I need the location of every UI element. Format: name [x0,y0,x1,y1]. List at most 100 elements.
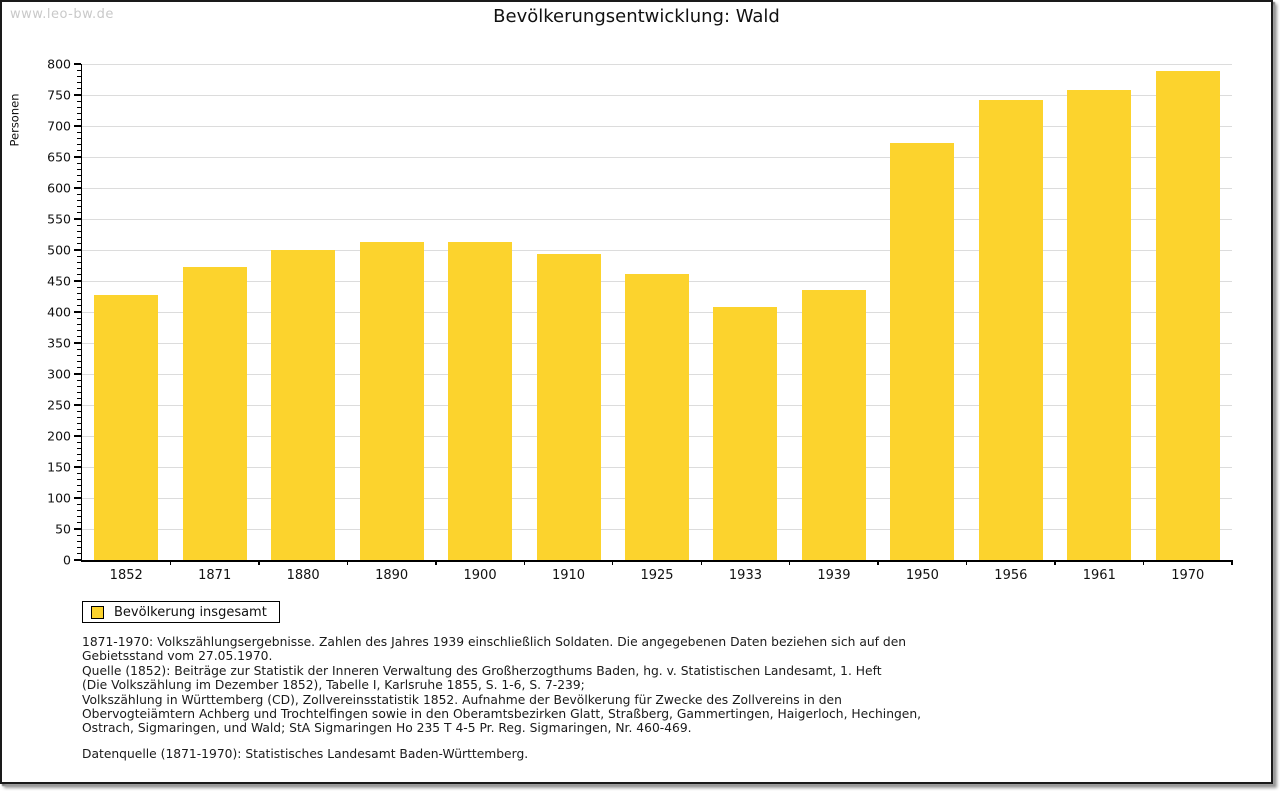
x-boundary-tick [1142,560,1145,565]
x-boundary-tick [169,560,172,565]
y-tick-minor [76,119,81,121]
y-tick-minor [76,150,81,152]
y-tick-label-400: 400 [47,304,71,320]
y-tick-major-200 [73,435,81,437]
y-tick-minor [76,547,81,549]
y-tick-minor [76,367,81,369]
footnote-line-7: Ostrach, Sigmaringen, und Wald; StA Sigm… [82,721,692,736]
y-tick-minor [76,82,81,84]
y-tick-minor [76,540,81,542]
y-tick-minor [76,361,81,363]
y-tick-minor [76,534,81,536]
x-tick-label-1852: 1852 [109,568,143,583]
bar-1961 [1067,90,1132,560]
x-tick-label-1925: 1925 [640,568,674,583]
y-tick-minor [76,100,81,102]
y-tick-major-550 [73,218,81,220]
y-tick-major-450 [73,280,81,282]
footnote-line-6: Obervogteiämtern Achberg und Trochtelfin… [82,707,922,722]
y-tick-minor [76,522,81,524]
gridline-650 [82,157,1232,158]
y-tick-label-650: 650 [47,149,71,165]
y-tick-minor [76,212,81,214]
y-tick-label-50: 50 [55,521,71,537]
y-tick-minor [76,175,81,177]
x-boundary-tick [346,560,349,565]
x-boundary-tick [1054,560,1056,565]
bar-1852 [94,294,159,560]
y-tick-major-0 [73,559,81,561]
y-tick-minor [76,348,81,350]
y-tick-minor [76,410,81,412]
footnote-line-5: Volkszählung in Württemberg (CD), Zollve… [82,692,842,707]
y-tick-minor [76,274,81,276]
y-tick-minor [76,75,81,77]
y-tick-major-750 [73,94,81,96]
y-tick-minor [76,299,81,301]
x-tick-label-1970: 1970 [1171,568,1205,583]
bar-1900 [448,241,513,560]
y-tick-major-500 [73,249,81,251]
y-tick-minor [76,509,81,511]
gridline-500 [82,250,1232,251]
y-tick-label-550: 550 [47,211,71,227]
y-tick-minor [76,206,81,208]
x-tick-label-1933: 1933 [728,568,762,583]
y-tick-minor [76,379,81,381]
y-tick-major-350 [73,342,81,344]
y-tick-minor [76,416,81,418]
y-tick-minor [76,336,81,338]
y-tick-minor [76,243,81,245]
chart-legend: Bevölkerung insgesamt [82,601,280,623]
x-boundary-tick [788,560,791,565]
y-tick-minor [76,392,81,394]
y-tick-minor [76,317,81,319]
y-tick-minor [76,485,81,487]
y-tick-major-400 [73,311,81,313]
y-tick-minor [76,230,81,232]
y-tick-minor [76,398,81,400]
gridline-550 [82,219,1232,220]
y-tick-major-100 [73,497,81,499]
y-tick-minor [76,472,81,474]
x-boundary-tick [435,560,437,565]
gridline-600 [82,188,1232,189]
bar-1950 [890,142,955,560]
y-axis-line [80,64,82,560]
legend-color-swatch [91,605,104,619]
x-tick-label-1950: 1950 [905,568,939,583]
y-tick-minor [76,354,81,356]
gridline-750 [82,95,1232,96]
y-tick-minor [76,385,81,387]
bar-1933 [713,307,778,560]
bar-1956 [978,99,1043,560]
x-boundary-tick [877,560,879,565]
y-tick-label-800: 800 [47,56,71,72]
bar-1925 [625,273,689,560]
y-tick-minor [76,454,81,456]
footnote-line-3: Quelle (1852): Beiträge zur Statistik de… [82,663,882,678]
y-tick-major-150 [73,466,81,468]
y-tick-label-700: 700 [47,118,71,134]
bar-chart-plot-area: 0 50 100 150 200 250 300 350 400 450 500 550 600 650 7… [47,57,1233,583]
x-tick-label-1900: 1900 [463,568,497,583]
y-tick-major-700 [73,125,81,127]
y-tick-minor [76,478,81,480]
datasource-line: Datenquelle (1871-1970): Statistisches L… [82,746,529,761]
y-tick-label-600: 600 [47,180,71,196]
source-footnote: 1871-1970: Volkszählungsergebnisse. Zahl… [82,635,1192,761]
x-tick-label-1910: 1910 [551,568,586,583]
y-tick-major-650 [73,156,81,158]
bar-1890 [359,241,424,560]
x-boundary-tick [700,560,702,565]
site-watermark: www.leo-bw.de [10,7,114,22]
y-tick-label-350: 350 [47,335,71,351]
y-tick-minor [76,423,81,425]
y-tick-minor [76,224,81,226]
x-tick-label-1956: 1956 [994,568,1028,583]
y-tick-minor [76,503,81,505]
x-boundary-tick [1231,560,1233,565]
legend-label: Bevölkerung insgesamt [114,604,267,620]
y-tick-minor [76,255,81,257]
bar-1939 [801,290,866,560]
